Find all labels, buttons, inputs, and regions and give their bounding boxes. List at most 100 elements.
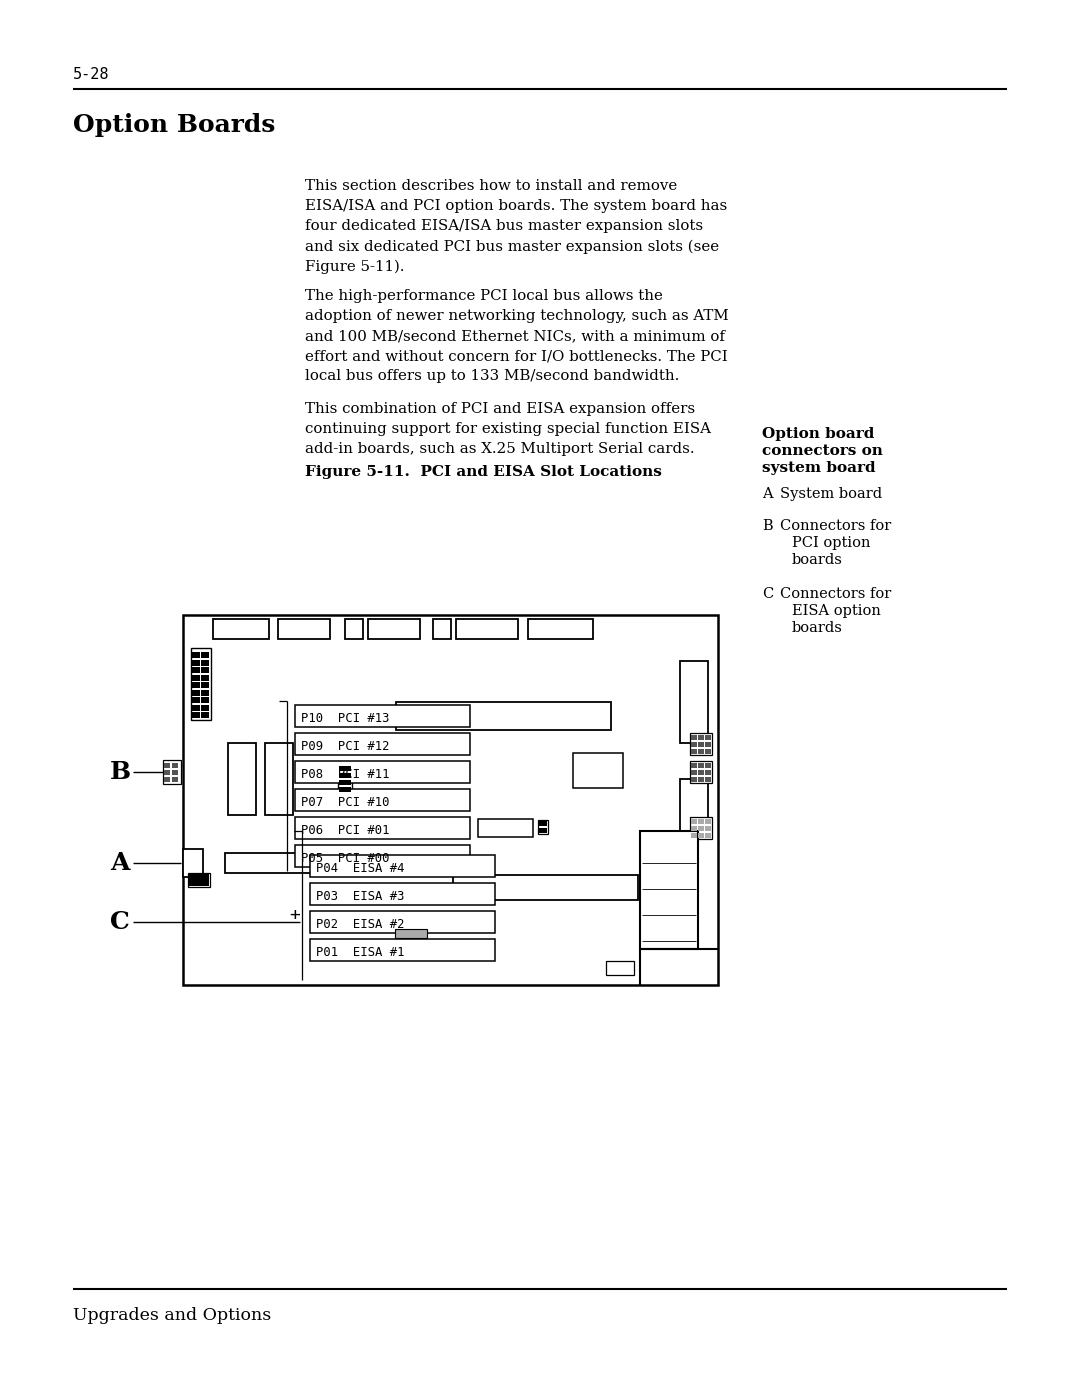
Text: P05  PCI #00: P05 PCI #00 <box>301 852 390 865</box>
Bar <box>192 712 200 718</box>
Bar <box>201 675 210 680</box>
Bar <box>698 819 704 824</box>
Text: The high-performance PCI local bus allows the
adoption of newer networking techn: The high-performance PCI local bus allow… <box>305 289 729 383</box>
Bar <box>225 854 410 873</box>
Bar <box>705 826 711 831</box>
Bar <box>201 682 210 687</box>
Bar <box>192 704 200 711</box>
Bar <box>691 770 697 775</box>
Bar <box>698 826 704 831</box>
Bar <box>183 849 203 877</box>
Bar <box>691 742 697 747</box>
Bar <box>164 763 170 768</box>
Text: P02  EISA #2: P02 EISA #2 <box>316 918 405 930</box>
Bar <box>478 819 534 837</box>
Bar <box>539 821 546 826</box>
Bar <box>295 789 470 812</box>
Text: connectors on: connectors on <box>762 444 882 458</box>
Text: B: B <box>762 520 772 534</box>
Bar <box>640 831 698 949</box>
Text: Upgrades and Options: Upgrades and Options <box>73 1308 271 1324</box>
Bar <box>338 763 352 793</box>
Circle shape <box>579 768 588 777</box>
Bar <box>691 763 697 768</box>
Bar <box>201 712 210 718</box>
Bar <box>163 760 181 784</box>
Bar <box>192 690 200 696</box>
Bar <box>295 817 470 840</box>
Bar <box>433 619 451 638</box>
Bar <box>201 697 210 703</box>
Bar <box>691 826 697 831</box>
Bar <box>705 819 711 824</box>
Bar <box>528 619 593 638</box>
Bar <box>201 659 210 665</box>
Bar <box>691 777 697 782</box>
Bar <box>192 697 200 703</box>
Bar <box>368 619 420 638</box>
Bar <box>539 828 546 833</box>
Bar <box>213 619 269 638</box>
Circle shape <box>239 749 247 757</box>
Bar <box>295 761 470 782</box>
Text: P10  PCI #13: P10 PCI #13 <box>301 712 390 725</box>
Bar <box>705 833 711 838</box>
Bar <box>192 682 200 687</box>
Bar <box>172 777 178 782</box>
Text: Connectors for: Connectors for <box>780 587 891 601</box>
Bar <box>606 961 634 975</box>
Bar <box>698 735 704 740</box>
Bar <box>690 817 712 840</box>
Text: This combination of PCI and EISA expansion offers
continuing support for existin: This combination of PCI and EISA expansi… <box>305 402 711 455</box>
Text: System board: System board <box>780 488 882 502</box>
Bar <box>705 777 711 782</box>
Bar <box>192 652 200 658</box>
Bar <box>573 753 623 788</box>
Bar <box>396 703 611 731</box>
Bar <box>698 763 704 768</box>
Bar <box>705 770 711 775</box>
Bar <box>172 763 178 768</box>
Bar <box>705 742 711 747</box>
Text: boards: boards <box>792 622 842 636</box>
Text: Option Boards: Option Boards <box>73 113 275 137</box>
Bar <box>201 652 210 658</box>
Bar <box>201 704 210 711</box>
Bar <box>538 820 548 834</box>
Text: C: C <box>110 909 130 935</box>
Bar <box>310 855 495 877</box>
Text: +: + <box>289 907 300 923</box>
Text: Option board: Option board <box>762 427 875 441</box>
Bar <box>265 743 293 814</box>
Text: 5-28: 5-28 <box>73 67 109 82</box>
Bar <box>705 749 711 754</box>
Bar <box>172 770 178 775</box>
Bar <box>345 619 363 638</box>
Bar <box>698 770 704 775</box>
Text: P06  PCI #01: P06 PCI #01 <box>301 824 390 837</box>
Bar <box>192 666 200 673</box>
Bar <box>691 735 697 740</box>
Text: B: B <box>109 760 131 784</box>
Bar <box>192 675 200 680</box>
Text: P04  EISA #4: P04 EISA #4 <box>316 862 405 875</box>
Bar <box>339 773 351 778</box>
Text: P07  PCI #10: P07 PCI #10 <box>301 796 390 809</box>
Text: Figure 5-11.  PCI and EISA Slot Locations: Figure 5-11. PCI and EISA Slot Locations <box>305 465 662 479</box>
Bar <box>339 780 351 785</box>
Text: Connectors for: Connectors for <box>780 520 891 534</box>
Text: PCI option: PCI option <box>792 536 870 550</box>
Text: P03  EISA #3: P03 EISA #3 <box>316 890 405 902</box>
Text: system board: system board <box>762 461 876 475</box>
Bar <box>295 705 470 726</box>
Bar <box>690 761 712 782</box>
Bar <box>183 615 718 985</box>
Bar <box>691 819 697 824</box>
Bar <box>295 733 470 754</box>
Bar <box>395 929 427 937</box>
Text: P09  PCI #12: P09 PCI #12 <box>301 740 390 753</box>
Text: A: A <box>762 488 772 502</box>
Bar <box>192 659 200 665</box>
Text: This section describes how to install and remove
EISA/ISA and PCI option boards.: This section describes how to install an… <box>305 179 727 274</box>
Bar <box>698 749 704 754</box>
